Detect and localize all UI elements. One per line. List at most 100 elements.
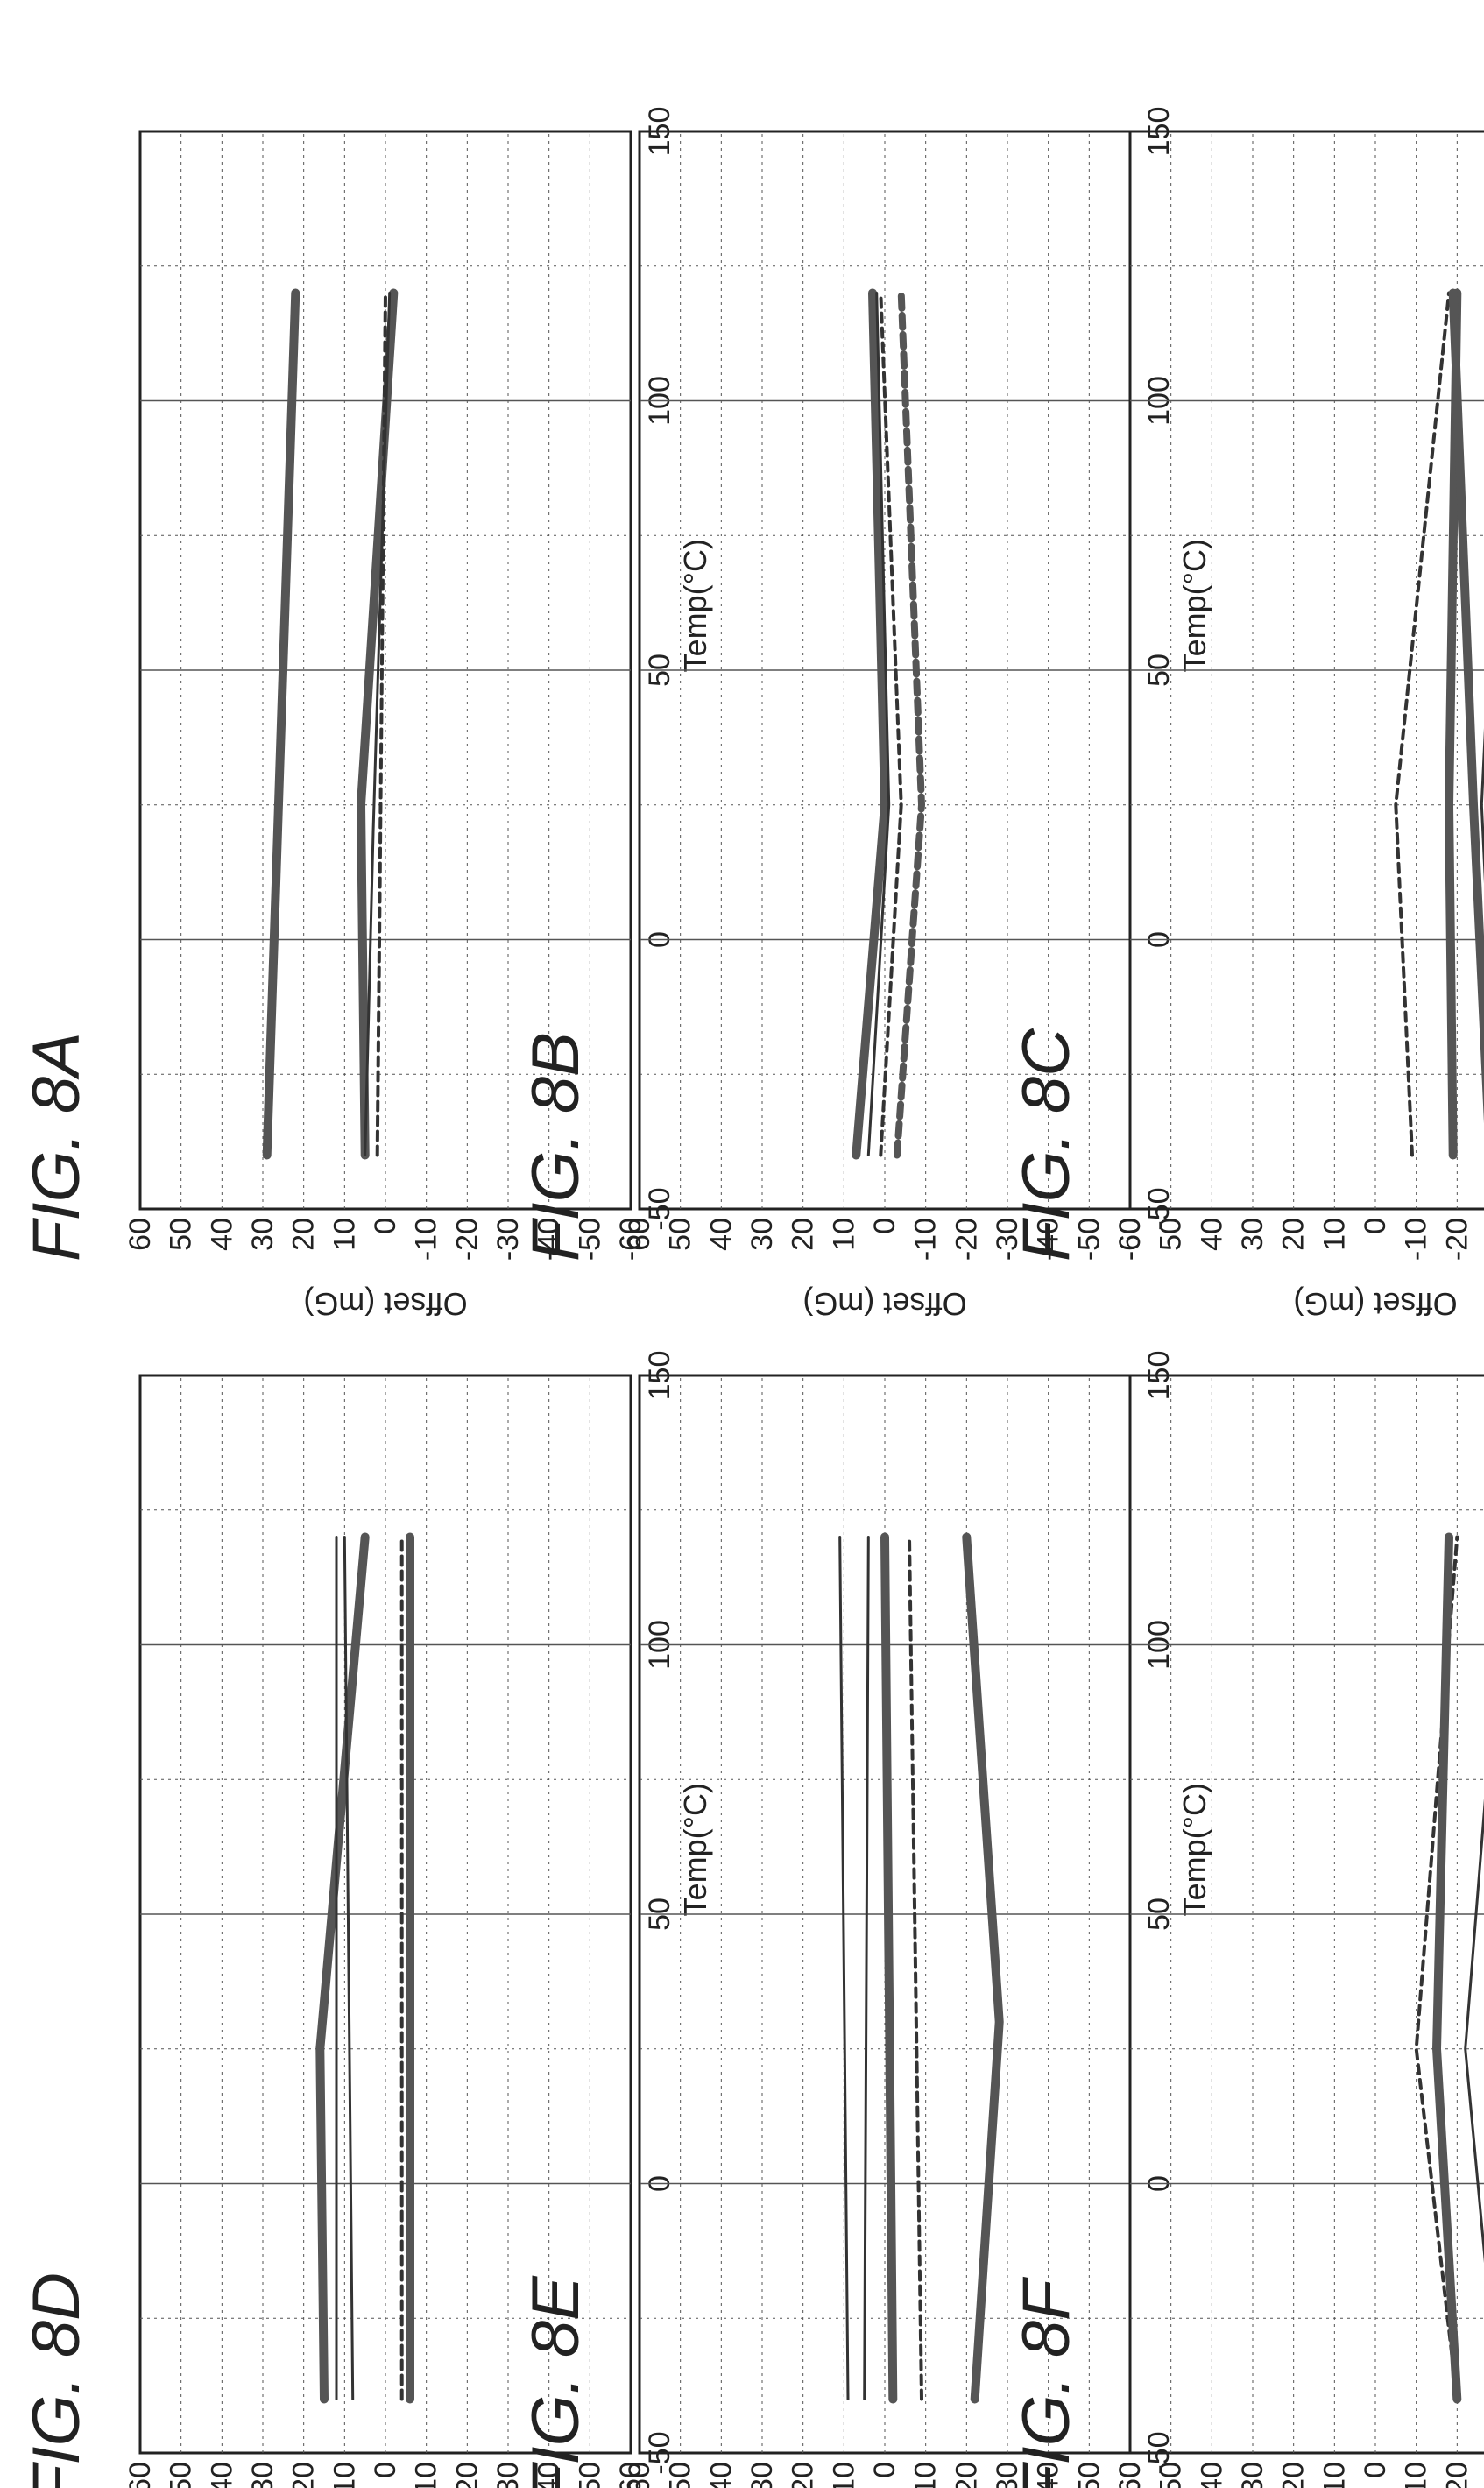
y-tick-label: -60	[614, 2462, 647, 2488]
y-tick-label: 60	[623, 2462, 656, 2488]
y-tick-label: -30	[991, 2462, 1024, 2488]
y-tick-label: 10	[328, 1218, 361, 1251]
y-tick-label: 30	[246, 1218, 279, 1251]
series-line	[908, 1535, 923, 2401]
series-line	[879, 291, 903, 1157]
y-tick-label: -30	[491, 1218, 525, 1261]
series-line	[315, 1532, 370, 2404]
y-tick-label: 0	[868, 1218, 901, 1234]
y-axis-label: Offset (mG)	[1293, 1286, 1457, 1322]
y-tick-label: -10	[1400, 1218, 1433, 1261]
y-tick-label: 10	[328, 2462, 361, 2488]
figure-label: FIG. 8C	[1009, 1028, 1084, 1262]
y-tick-label: 60	[1113, 2462, 1147, 2488]
figure-label: FIG. 8F	[1009, 2277, 1084, 2488]
y-tick-label: 40	[1195, 1218, 1228, 1251]
y-tick-label: 20	[787, 2462, 820, 2488]
y-tick-label: 0	[1359, 1218, 1392, 1234]
y-tick-label: 20	[1277, 1218, 1311, 1251]
y-tick-label: -20	[450, 1218, 484, 1261]
series-line	[1448, 288, 1484, 1160]
chart-8C: -500501001506050403020100-10-20-30-40-50…	[1009, 130, 1484, 1322]
y-tick-label: 20	[787, 1218, 820, 1251]
y-tick-label: 10	[1318, 1218, 1351, 1251]
y-tick-label: -30	[1481, 2462, 1484, 2488]
y-tick-label: 50	[1155, 2462, 1188, 2488]
series-line	[866, 292, 891, 1156]
y-tick-label: 40	[205, 1218, 238, 1251]
series-line	[375, 291, 387, 1157]
y-tick-label: -30	[491, 2462, 525, 2488]
y-tick-label: -30	[1481, 1218, 1484, 1261]
series-line	[262, 288, 300, 1160]
figure-label: FIG. 8E	[519, 2275, 593, 2488]
y-tick-label: -10	[909, 2462, 943, 2488]
series-line	[838, 1536, 850, 2400]
y-tick-label: 30	[746, 1218, 779, 1251]
y-tick-label: -60	[1113, 2462, 1147, 2488]
x-axis-label: Temp(°C)	[1177, 1783, 1212, 1916]
y-axis-label: Offset (mG)	[802, 1286, 966, 1322]
y-tick-label: -20	[950, 2462, 983, 2488]
y-tick-label: 60	[124, 2462, 157, 2488]
y-tick-label: 20	[1277, 2462, 1311, 2488]
y-axis-label: Offset (mG)	[303, 1286, 467, 1322]
series-line	[962, 1532, 1004, 2404]
y-tick-label: 10	[1318, 2462, 1351, 2488]
figure-label: FIG. 8D	[19, 2272, 94, 2488]
y-tick-label: -40	[1032, 2462, 1065, 2488]
y-tick-label: 30	[246, 2462, 279, 2488]
series-line	[1394, 291, 1451, 1157]
x-axis-label: Temp(°C)	[677, 539, 713, 672]
y-tick-label: 60	[623, 1218, 656, 1251]
y-tick-label: -20	[450, 2462, 484, 2488]
y-tick-label: -40	[533, 2462, 566, 2488]
chart-8F: -500501001506050403020100-10-20-30-40-50…	[1009, 1374, 1484, 2488]
x-axis-label: Temp(°C)	[677, 1783, 713, 1916]
y-tick-label: -50	[573, 1218, 606, 1261]
y-tick-label: 50	[1155, 1218, 1188, 1251]
y-tick-label: 30	[1236, 2462, 1269, 2488]
y-tick-label: 40	[704, 2462, 738, 2488]
y-tick-label: 60	[124, 1218, 157, 1251]
y-tick-label: 0	[1359, 2462, 1392, 2478]
series-line	[1431, 1532, 1462, 2404]
y-tick-label: 50	[165, 2462, 198, 2488]
y-tick-label: 10	[827, 2462, 860, 2488]
x-axis-label: Temp(°C)	[1177, 539, 1212, 672]
y-tick-label: -10	[1400, 2462, 1433, 2488]
y-tick-label: 30	[1236, 1218, 1269, 1251]
y-tick-label: 60	[1113, 1218, 1147, 1251]
series-line	[863, 1536, 870, 2400]
y-tick-label: -20	[950, 1218, 983, 1261]
y-tick-label: 20	[287, 2462, 321, 2488]
series-line	[1480, 292, 1484, 1156]
y-tick-label: -30	[991, 1218, 1024, 1261]
y-tick-label: 20	[287, 1218, 321, 1251]
y-tick-label: 50	[165, 1218, 198, 1251]
y-tick-label: 40	[704, 1218, 738, 1251]
y-tick-label: -10	[410, 1218, 443, 1261]
y-tick-label: -10	[909, 1218, 943, 1261]
y-tick-label: -50	[1072, 2462, 1106, 2488]
y-tick-label: 0	[868, 2462, 901, 2478]
y-tick-label: 0	[369, 2462, 402, 2478]
y-tick-label: -50	[573, 2462, 606, 2488]
y-tick-label: -40	[1032, 1218, 1065, 1261]
y-tick-label: -50	[1072, 1218, 1106, 1261]
y-tick-label: -20	[1440, 1218, 1473, 1261]
y-tick-label: -60	[1113, 1218, 1147, 1261]
figure-label: FIG. 8A	[19, 1032, 94, 1262]
series-line	[852, 288, 890, 1160]
series-line	[880, 1532, 898, 2404]
series-line	[1444, 288, 1462, 1160]
y-tick-label: 10	[827, 1218, 860, 1251]
series-line	[364, 292, 392, 1156]
y-tick-label: -60	[614, 1218, 647, 1261]
y-tick-label: -20	[1440, 2462, 1473, 2488]
